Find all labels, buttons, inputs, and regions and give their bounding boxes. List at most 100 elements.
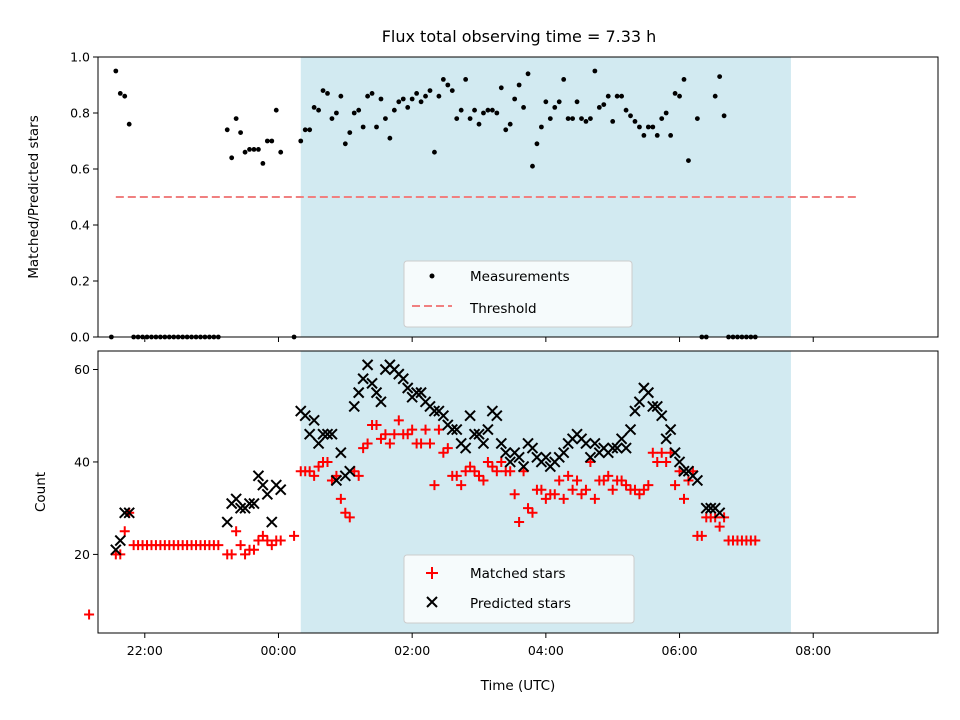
bottom-panel: 20 40 60 22:00 00:00 02:00 04:00 06:00 08:00 Co… <box>33 350 939 694</box>
measurement-point <box>668 133 674 138</box>
measurement-point <box>547 116 553 121</box>
measurement-point <box>628 113 633 119</box>
bottom-plot-frame <box>97 350 939 634</box>
measurement-point <box>329 116 335 121</box>
chart-title: Flux total observing time = 7.33 h <box>382 27 657 46</box>
measurement-point <box>521 105 526 110</box>
legend-measurement-marker <box>429 273 435 279</box>
matched-star-point <box>248 544 259 555</box>
matched-star-point <box>456 480 467 491</box>
x-tick-label: 04:00 <box>528 643 564 658</box>
matched-star-point <box>616 475 627 486</box>
predicted-star-point <box>633 396 646 408</box>
predicted-star-point <box>326 428 338 440</box>
matched-star-point <box>607 484 618 495</box>
bottom-legend: Matched stars Predicted stars <box>403 554 635 624</box>
measurement-point <box>721 113 727 119</box>
measurement-point <box>614 93 620 99</box>
predicted-star-point <box>370 386 383 399</box>
matched-star-point <box>496 456 507 467</box>
legend-matched-label: Matched stars <box>470 566 566 582</box>
measurement-points <box>108 68 758 340</box>
measurement-point <box>570 116 575 121</box>
measurement-point <box>260 161 266 166</box>
measurement-point <box>694 116 700 121</box>
matched-star-point <box>643 480 654 491</box>
measurement-point <box>454 116 460 121</box>
matched-star-point <box>629 484 640 495</box>
x-tick-label: 08:00 <box>795 643 831 658</box>
predicted-star-point <box>397 373 409 385</box>
matched-star-point <box>213 540 224 551</box>
measurement-point <box>342 141 348 147</box>
top-plot-frame <box>97 56 939 338</box>
matched-star-point <box>491 466 502 477</box>
measurement-point <box>467 116 473 121</box>
measurement-point <box>423 93 428 99</box>
matched-star-point <box>678 493 689 504</box>
predicted-star-point <box>243 497 256 510</box>
predicted-star-point <box>517 460 530 473</box>
measurement-point <box>338 93 344 99</box>
predicted-star-point <box>504 456 516 468</box>
matched-star-point <box>589 493 600 504</box>
measurement-point <box>256 147 261 152</box>
matched-star-point <box>696 530 707 541</box>
measurement-point <box>458 107 464 113</box>
matched-star-point <box>358 443 369 454</box>
measurement-point <box>307 127 313 133</box>
matched-star-point <box>407 424 418 435</box>
matched-star-point <box>469 466 480 477</box>
predicted-star-point <box>274 483 287 496</box>
measurement-point <box>418 99 424 105</box>
measurement-point <box>445 82 451 88</box>
matched-star-point <box>389 429 400 440</box>
matched-star-point <box>257 530 268 541</box>
predicted-stars-points <box>110 359 726 556</box>
measurement-point <box>383 116 388 121</box>
measurement-point <box>414 91 420 96</box>
measurement-point <box>476 121 482 127</box>
predicted-star-point <box>415 386 427 399</box>
y-tick-label: 0.6 <box>70 162 90 177</box>
predicted-star-point <box>669 446 681 459</box>
measurement-point <box>378 96 384 102</box>
measurement-point <box>391 107 397 113</box>
matched-star-point <box>344 512 355 523</box>
predicted-star-point <box>114 534 126 547</box>
measurement-point <box>233 116 239 121</box>
matched-star-point <box>567 484 578 495</box>
predicted-star-point <box>513 451 525 464</box>
measurement-point <box>126 121 132 127</box>
top-y-axis-label: Matched/Predicted stars <box>26 115 42 278</box>
matched-star-point <box>656 447 667 458</box>
predicted-star-point <box>299 410 311 422</box>
predicted-star-point <box>477 437 490 450</box>
measurement-point <box>645 124 651 130</box>
matched-star-point <box>661 456 672 467</box>
predicted-star-point <box>540 451 552 464</box>
bottom-y-axis-label: Count <box>33 472 49 512</box>
predicted-star-point <box>437 410 450 422</box>
matched-star-point <box>371 419 382 430</box>
predicted-star-point <box>330 474 343 487</box>
measurement-point <box>481 110 486 116</box>
measurement-point <box>641 133 647 138</box>
matched-star-point <box>438 447 449 458</box>
predicted-star-point <box>713 507 726 519</box>
matched-star-point <box>576 489 587 500</box>
measurement-point <box>538 124 544 130</box>
y-tick-label: 0.2 <box>70 274 90 289</box>
measurement-point <box>574 99 580 105</box>
measurement-point <box>298 138 304 144</box>
y-tick-label: 60 <box>74 362 90 377</box>
matched-star-point <box>527 507 538 518</box>
measurement-point <box>543 99 549 105</box>
measurement-point <box>503 127 509 133</box>
matched-star-point <box>554 475 565 486</box>
predicted-star-point <box>221 516 233 528</box>
measurement-point <box>400 96 406 102</box>
matched-star-point <box>638 484 649 495</box>
measurement-point <box>113 68 119 74</box>
predicted-star-point <box>624 423 637 436</box>
